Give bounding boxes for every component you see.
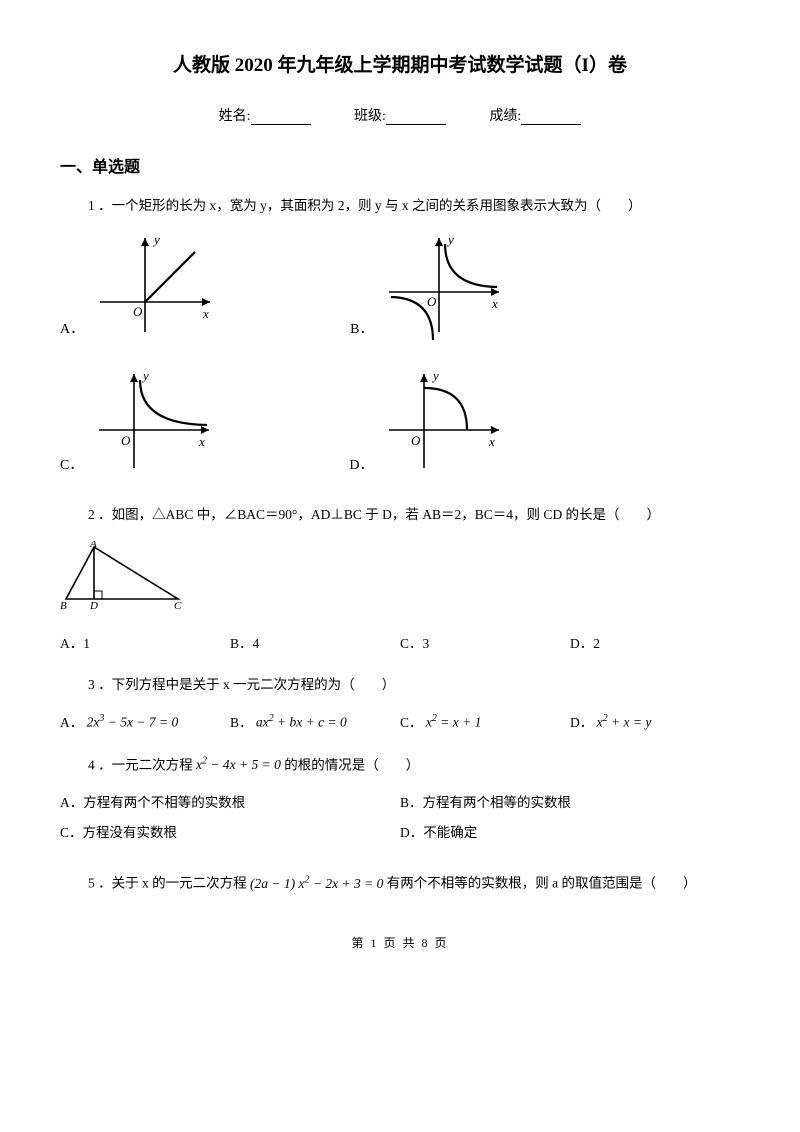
svg-text:x: x (491, 296, 498, 311)
q4-choice-d: D．不能确定 (400, 821, 740, 841)
svg-text:y: y (141, 368, 149, 383)
svg-text:O: O (411, 433, 421, 448)
svg-text:O: O (427, 294, 437, 309)
q2-choice-d: D．2 (570, 632, 740, 652)
svg-text:O: O (121, 433, 131, 448)
q1-text: 1 ．一个矩形的长为 x，宽为 y，其面积为 2，则 y 与 x 之间的关系用图… (88, 195, 740, 218)
page-footer: 第 1 页 共 8 页 (60, 934, 740, 951)
svg-text:B: B (60, 600, 67, 612)
score-label: 成绩: (489, 109, 521, 124)
info-row: 姓名: 班级: 成绩: (60, 105, 740, 125)
q1-choices-row1: A． y x O B． (60, 232, 740, 350)
axis-y-label: y (152, 232, 160, 247)
q2-choices: A．1 B．4 C．3 D．2 (60, 632, 740, 652)
q1-graph-c: y x O (89, 368, 219, 478)
q1-choice-b: B． y x O (350, 232, 509, 342)
score-blank (521, 124, 581, 125)
q3-choice-b: B． ax2 + bx + c = 0 (230, 711, 400, 731)
q2-choice-a: A．1 (60, 632, 230, 652)
q1-label-b: B． (350, 318, 373, 338)
name-label: 姓名: (219, 109, 251, 124)
q1-choice-d: D． y x O (349, 368, 509, 478)
q4-choice-b: B．方程有两个相等的实数根 (400, 791, 740, 811)
q4-choice-a: A．方程有两个不相等的实数根 (60, 791, 400, 811)
axis-o-label: O (133, 304, 143, 319)
svg-text:x: x (198, 434, 205, 449)
q1-label-a: A． (60, 318, 84, 338)
q1-choice-a: A． y x O (60, 232, 220, 342)
name-blank (251, 124, 311, 125)
q3-choice-a: A． 2x3 − 5x − 7 = 0 (60, 711, 230, 731)
q4-choices: A．方程有两个不相等的实数根 B．方程有两个相等的实数根 C．方程没有实数根 D… (60, 791, 740, 851)
q4-choice-c: C．方程没有实数根 (60, 821, 400, 841)
q1-label-d: D． (349, 454, 373, 474)
q3-text: 3 ．下列方程中是关于 x 一元二次方程的为（ ） (88, 674, 740, 697)
q2-figure: A B D C (60, 541, 740, 618)
q1-graph-b: y x O (379, 232, 509, 342)
svg-text:A: A (89, 541, 97, 550)
class-blank (386, 124, 446, 125)
q3-choice-c: C． x2 = x + 1 (400, 711, 570, 731)
section-header: 一、单选题 (60, 153, 740, 177)
q1-choices-row2: C． y x O D． (60, 368, 740, 486)
q2-choice-c: C．3 (400, 632, 570, 652)
axis-x-label: x (202, 306, 209, 321)
q1-label-c: C． (60, 454, 83, 474)
svg-text:x: x (488, 434, 495, 449)
q1-graph-a: y x O (90, 232, 220, 342)
q1-choice-c: C． y x O (60, 368, 219, 478)
q1-graph-d: y x O (379, 368, 509, 478)
svg-text:y: y (446, 232, 454, 247)
page-title: 人教版 2020 年九年级上学期期中考试数学试题（I）卷 (60, 50, 740, 77)
q4-text: 4 ．一元二次方程 x2 − 4x + 5 = 0 的根的情况是（ ） (88, 753, 740, 777)
q2-choice-b: B．4 (230, 632, 400, 652)
svg-text:C: C (174, 600, 182, 612)
q3-choices: A． 2x3 − 5x − 7 = 0 B． ax2 + bx + c = 0 … (60, 711, 740, 731)
q2-text: 2 ．如图，△ABC 中，∠BAC＝90°，AD⊥BC 于 D，若 AB＝2，B… (88, 504, 740, 527)
q5-text: 5 ．关于 x 的一元二次方程 (2a − 1) x2 − 2x + 3 = 0… (88, 871, 740, 895)
svg-text:D: D (89, 600, 98, 612)
svg-text:y: y (431, 368, 439, 383)
q3-choice-d: D． x2 + x = y (570, 711, 740, 731)
class-label: 班级: (354, 109, 386, 124)
